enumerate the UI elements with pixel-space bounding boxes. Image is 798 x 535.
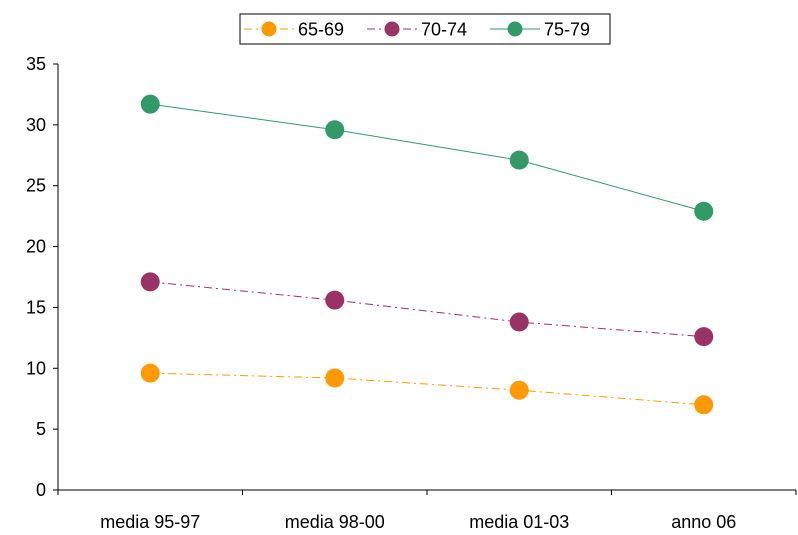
x-tick-label: media 98-00 bbox=[285, 512, 385, 532]
y-tick-label: 5 bbox=[36, 419, 46, 439]
series-line bbox=[150, 103, 704, 212]
series-70-74 bbox=[140, 272, 714, 347]
legend-label: 75-79 bbox=[544, 20, 590, 40]
data-point bbox=[140, 272, 160, 292]
y-tick-label: 15 bbox=[26, 297, 46, 317]
series-line bbox=[150, 281, 704, 338]
x-tick-label: media 01-03 bbox=[469, 512, 569, 532]
data-point bbox=[509, 380, 529, 400]
y-tick-label: 25 bbox=[26, 176, 46, 196]
legend-item: 75-79 bbox=[490, 20, 590, 40]
series-65-69 bbox=[140, 363, 714, 415]
x-tick-label: anno 06 bbox=[671, 512, 736, 532]
legend-label: 70-74 bbox=[421, 20, 467, 40]
data-point bbox=[509, 150, 529, 170]
y-tick-label: 10 bbox=[26, 358, 46, 378]
legend-item: 65-69 bbox=[244, 20, 344, 40]
data-point bbox=[325, 120, 345, 140]
axes: 0 5 10 15 20 25 30 35 media 95-97 media 98-00 medi… bbox=[26, 54, 797, 532]
data-point bbox=[325, 290, 345, 310]
series-75-79 bbox=[140, 94, 714, 221]
y-tick-label: 30 bbox=[26, 115, 46, 135]
data-point bbox=[140, 94, 160, 114]
y-tick-label: 35 bbox=[26, 54, 46, 74]
data-point bbox=[509, 312, 529, 332]
data-point bbox=[325, 368, 345, 388]
legend-label: 65-69 bbox=[298, 20, 344, 40]
legend-swatch-marker bbox=[507, 21, 523, 37]
y-tick-label: 0 bbox=[36, 480, 46, 500]
data-point bbox=[140, 363, 160, 383]
series-layer bbox=[140, 94, 714, 415]
x-tick-label: media 95-97 bbox=[100, 512, 200, 532]
series-line bbox=[150, 372, 704, 406]
legend-box bbox=[239, 13, 611, 45]
data-point bbox=[694, 327, 714, 347]
data-point bbox=[694, 201, 714, 221]
legend-swatch-marker bbox=[384, 21, 400, 37]
legend-swatch-marker bbox=[261, 21, 277, 37]
legend: 65-69 70-74 75-79 bbox=[239, 13, 611, 45]
legend-item: 70-74 bbox=[367, 20, 467, 40]
y-tick-label: 20 bbox=[26, 237, 46, 257]
data-point bbox=[694, 395, 714, 415]
